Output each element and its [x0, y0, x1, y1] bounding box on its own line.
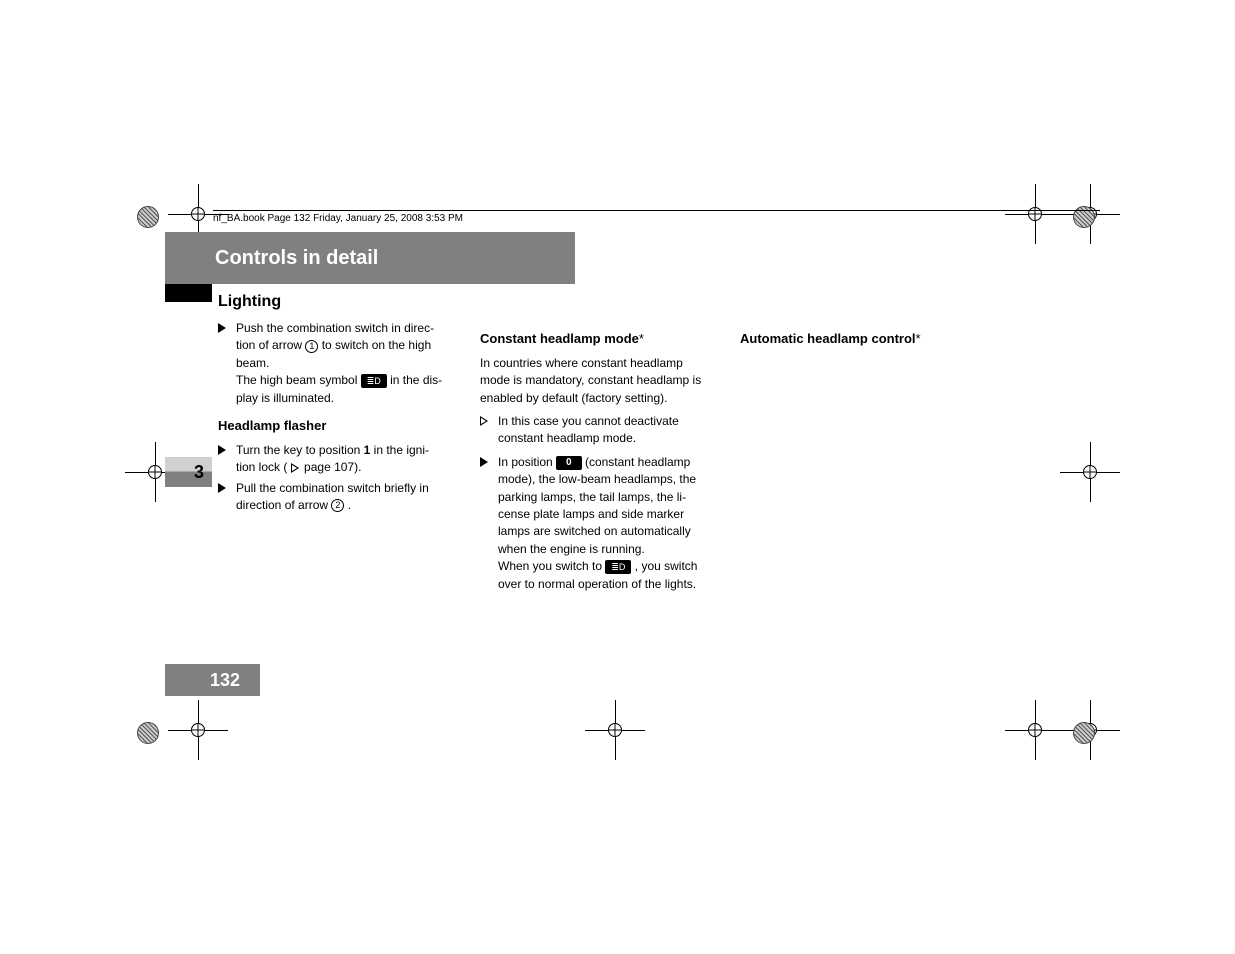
col1-text: play is illuminated.	[236, 391, 334, 405]
hatched-circle-bl	[137, 722, 159, 744]
headlamp-flasher-heading: Headlamp flasher	[218, 417, 468, 436]
triangle-solid-icon	[218, 483, 226, 493]
col2-note1: In this case you cannot deactivate const…	[480, 413, 730, 448]
col2-text: In position	[498, 455, 556, 469]
title-text: Controls in detail	[215, 247, 378, 270]
col1-bullet2: Turn the key to position 1 in the igni- …	[218, 442, 468, 477]
col2-text: In countries where constant headlamp	[480, 355, 730, 372]
crop-mark-mr	[1060, 442, 1120, 502]
key-0-box: 0	[556, 456, 582, 470]
col2-text: , you switch	[635, 559, 698, 573]
col1-text: in the dis-	[390, 373, 442, 387]
col2-text: mode is mandatory, constant headlamp is	[480, 372, 730, 389]
triangle-solid-icon	[218, 445, 226, 455]
col1-text: page 107).	[304, 460, 361, 474]
col2-text: In this case you cannot deactivate	[498, 414, 679, 428]
chapter-tab: 3	[165, 457, 212, 487]
col1-text: .	[348, 498, 351, 512]
triangle-solid-icon	[218, 323, 226, 333]
print-header-text: nf_BA.book Page 132 Friday, January 25, …	[213, 213, 463, 224]
col1-bold: 1	[364, 443, 371, 457]
circled-2: 2	[331, 499, 344, 512]
column-3: Automatic headlamp control*	[740, 320, 990, 355]
subtitle-text: Lighting	[218, 293, 281, 311]
col1-text: tion lock (	[236, 460, 287, 474]
triangle-hollow-icon	[291, 463, 299, 473]
col1-text: beam.	[236, 356, 269, 370]
col2-text: When you switch to	[498, 559, 605, 573]
col2-text: (constant headlamp	[585, 455, 690, 469]
col2-text: enabled by default (factory setting).	[480, 390, 730, 407]
print-header-line: nf_BA.book Page 132 Friday, January 25, …	[213, 210, 1100, 224]
beam-icon: ≣D	[361, 374, 387, 388]
beam-icon: ≣D	[605, 560, 631, 574]
col2-text: mode), the low-beam headlamps, the	[498, 472, 696, 486]
crop-mark-bc	[585, 700, 645, 760]
triangle-solid-icon	[480, 457, 488, 467]
col1-text: The high beam symbol	[236, 373, 361, 387]
page-number-box: 132	[165, 664, 260, 696]
col2-text: parking lamps, the tail lamps, the li-	[498, 490, 686, 504]
asterisk: *	[916, 331, 921, 346]
column-1: Push the combination switch in direc- ti…	[218, 320, 468, 517]
col1-text: in the igni-	[374, 443, 429, 457]
chapter-number: 3	[194, 462, 204, 483]
col1-text: Turn the key to position	[236, 443, 364, 457]
page-number: 132	[210, 670, 240, 691]
col2-text: lamps are switched on automatically	[498, 524, 691, 538]
col2-text: when the engine is running.	[498, 542, 645, 556]
column-2: Constant headlamp mode* In countries whe…	[480, 320, 730, 596]
col1-text: tion of arrow	[236, 338, 305, 352]
col1-text: Push the combination switch in direc-	[236, 321, 434, 335]
col1-text: direction of arrow	[236, 498, 331, 512]
title-banner: Controls in detail	[165, 232, 575, 284]
col2-text: over to normal operation of the lights.	[498, 577, 696, 591]
automatic-headlamp-heading: Automatic headlamp control*	[740, 330, 990, 349]
asterisk: *	[639, 331, 644, 346]
col2-text: cense plate lamps and side marker	[498, 507, 684, 521]
col2-bullet1: In position 0 (constant headlamp mode), …	[480, 454, 730, 593]
hatched-circle-br	[1073, 722, 1095, 744]
col1-text: to switch on the high	[322, 338, 431, 352]
heading-text: Automatic headlamp control	[740, 331, 916, 346]
crop-mark-br-inner	[1005, 700, 1065, 760]
heading-text: Constant headlamp mode	[480, 331, 639, 346]
triangle-hollow-icon	[480, 416, 488, 426]
col2-text: constant headlamp mode.	[498, 431, 636, 445]
hatched-circle-tl	[137, 206, 159, 228]
constant-headlamp-heading: Constant headlamp mode*	[480, 330, 730, 349]
title-banner-accent	[165, 284, 212, 302]
col1-text: Pull the combination switch briefly in	[236, 481, 429, 495]
crop-mark-bl	[168, 700, 228, 760]
col1-bullet1: Push the combination switch in direc- ti…	[218, 320, 468, 407]
circled-1: 1	[305, 340, 318, 353]
col1-bullet3: Pull the combination switch briefly in d…	[218, 480, 468, 515]
